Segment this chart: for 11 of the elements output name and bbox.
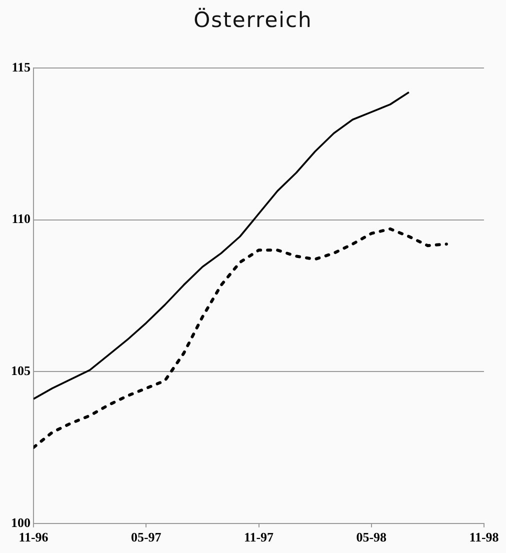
chart-title: Österreich: [192, 8, 314, 32]
x-tick-label: 05-98: [356, 530, 388, 545]
x-tick-label: 11-98: [469, 530, 500, 545]
y-tick-label: 115: [12, 59, 31, 74]
y-tick-label: 110: [12, 211, 30, 226]
x-tick-label: 11-96: [18, 530, 49, 545]
y-tick-label: 100: [11, 514, 30, 530]
x-tick-label: 05-97: [130, 530, 162, 545]
x-tick-label: 11-97: [244, 530, 274, 545]
line-series: [34, 227, 448, 449]
y-tick-label: 105: [11, 362, 31, 378]
